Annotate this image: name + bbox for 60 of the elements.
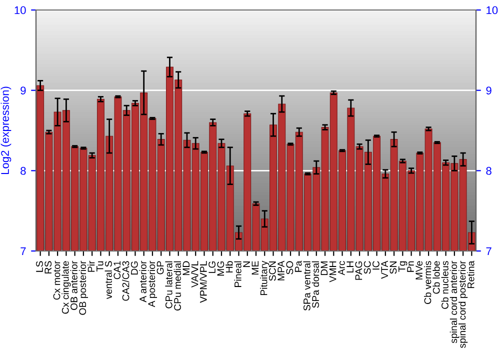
x-tick-label: N: [243, 262, 250, 267]
x-tick-label: VMH: [329, 262, 336, 282]
x-tick-label: OB anterior: [70, 260, 78, 310]
x-tick-label: PAG: [355, 261, 362, 280]
x-tick-label: IC: [372, 261, 380, 270]
x-tick-label: Tu: [96, 261, 104, 272]
x-tick-label: Tg: [398, 261, 408, 272]
x-tick-label: LG: [208, 261, 216, 273]
x-tick-label: Hb: [226, 261, 233, 272]
x-tick-label: DM: [320, 262, 328, 276]
y-tick-label: 9: [20, 86, 26, 94]
x-tick-label: Pa: [294, 260, 302, 272]
y2-tick-label: 9: [486, 86, 492, 94]
x-tick-label: LH: [346, 262, 354, 272]
y-tick-label: 7: [20, 247, 26, 256]
x-tick-label: LS: [36, 261, 43, 272]
x-tick-label: Retina: [467, 260, 474, 288]
x-tick-label: CPu medial: [174, 261, 181, 310]
x-tick-label: Cb lobe: [432, 261, 440, 294]
x-tick-label: MVe: [416, 261, 423, 280]
x-tick-label: Cx motor: [53, 260, 60, 300]
x-tick-label: SO: [286, 261, 294, 274]
x-tick-label: A posterior: [148, 260, 157, 308]
y-axis-title: Log2 (expression): [0, 86, 12, 174]
x-tick-label: spinal cord posterior: [458, 260, 468, 348]
x-tick-label: A anterior: [139, 260, 146, 302]
y2-tick-label: 8: [486, 166, 492, 175]
x-tick-label: spinal cord anterior: [450, 260, 459, 344]
y-tick-label: 10: [14, 6, 26, 14]
x-tick-label: SPa ventral: [303, 261, 310, 311]
x-tick-label: SC: [364, 261, 371, 274]
x-tick-label: ME: [252, 261, 259, 275]
x-tick-label: SCN: [268, 262, 276, 281]
x-tick-label: SN: [390, 262, 397, 274]
y2-tick-label: 10: [486, 6, 498, 14]
x-tick-label: MG: [217, 261, 224, 276]
x-tick-label: MPA: [278, 260, 284, 280]
x-tick-label: CA2/CA3: [122, 261, 130, 301]
x-tick-label: RS: [44, 261, 52, 274]
x-tick-label: OB posterior: [78, 260, 88, 315]
x-tick-label: SPa dorsal: [312, 261, 319, 308]
x-tick-label: Arc: [338, 260, 345, 276]
x-tick-label: CA1: [114, 261, 121, 280]
x-tick-label: CPu lateral: [165, 261, 172, 308]
y2-tick-label: 7: [486, 247, 492, 256]
x-tick-label: Pituitary: [260, 260, 270, 296]
x-tick-label: Pir: [88, 260, 95, 272]
x-tick-label: Cx cingulate: [62, 261, 71, 314]
x-tick-label: VPM/VPL: [200, 261, 207, 303]
x-tick-label: Pn: [407, 261, 414, 272]
x-tick-label: MD: [182, 261, 190, 276]
y-tick-label: 8: [20, 166, 26, 175]
x-tick-label: VTA: [381, 260, 388, 279]
x-tick-label: Pineal: [234, 261, 242, 287]
x-tick-label: ventral S: [104, 261, 112, 300]
x-tick-label: DG: [130, 261, 138, 275]
x-tick-label: Cb nucleus: [441, 261, 448, 309]
x-tick-label: VA/VL: [191, 261, 198, 288]
x-tick-label: Cb vermis: [424, 261, 432, 304]
x-tick-label: GP: [156, 261, 164, 274]
